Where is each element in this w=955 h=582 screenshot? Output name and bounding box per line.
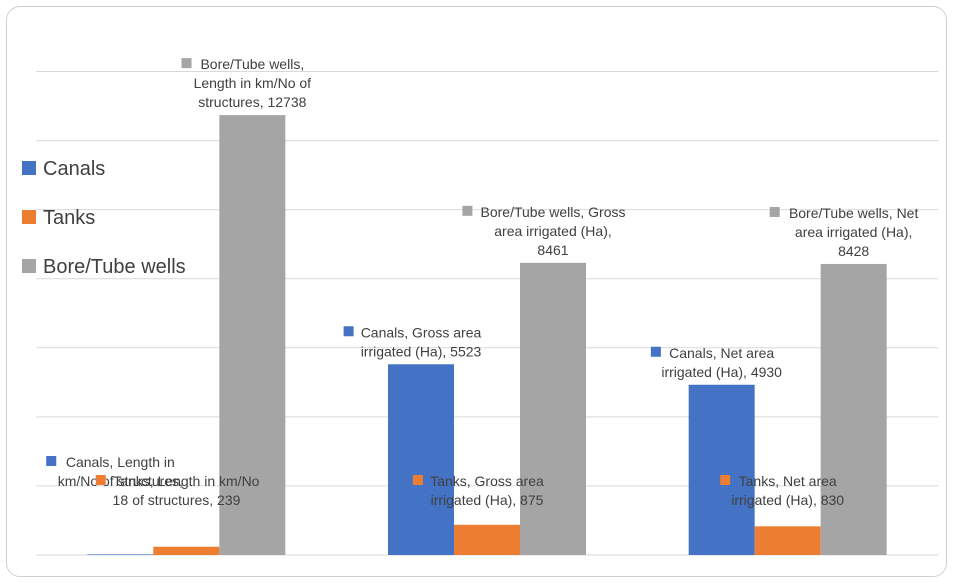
bar: [820, 263, 887, 555]
data-label: Canals, Length in km/No of structures, 18: [58, 454, 183, 508]
data-labels: Canals, Length in km/No of structures, 18 C…: [46, 56, 918, 508]
bar: [754, 526, 821, 555]
data-label-marker: [412, 475, 423, 485]
data-label-marker: [720, 475, 731, 485]
legend-label: Tanks: [43, 207, 95, 229]
data-label-marker: [181, 58, 192, 69]
legend-swatch: [22, 210, 36, 224]
data-label: Bore/Tube wells, Net area irrigated (Ha),…: [789, 205, 919, 259]
legend-label: Bore/Tube wells: [43, 256, 186, 278]
data-label: Bore/Tube wells, Length in km/No of struct…: [194, 56, 312, 110]
bar: [520, 262, 586, 555]
legend: Canals Tanks Bore/Tube wells: [22, 158, 186, 278]
data-label-marker: [650, 346, 661, 357]
data-label: Tanks, Net area irrigated (Ha), 830: [731, 473, 844, 508]
data-label-marker: [462, 205, 473, 216]
data-label: Tanks, Length in km/No of structures, 239: [113, 473, 260, 508]
chart-frame: [6, 6, 947, 577]
bar: [688, 384, 755, 555]
bar: [153, 546, 220, 555]
bar: [388, 364, 454, 555]
bar: [454, 524, 520, 555]
data-label: Tanks, Gross area irrigated (Ha), 875: [430, 473, 544, 508]
bar: [219, 115, 286, 555]
data-label: Canals, Net area irrigated (Ha), 4930: [661, 345, 782, 380]
data-label-marker: [769, 206, 780, 217]
bar: [87, 554, 154, 555]
legend-swatch: [22, 259, 36, 273]
data-label-marker: [95, 475, 106, 485]
data-label: Canals, Gross area irrigated (Ha), 5523: [361, 324, 482, 359]
legend-label: Canals: [43, 158, 105, 180]
data-label-marker: [343, 326, 354, 337]
data-label-marker: [46, 456, 57, 466]
legend-swatch: [22, 161, 36, 175]
data-label: Bore/Tube wells, Gross area irrigated (Ha…: [481, 204, 626, 258]
bars: [87, 115, 887, 555]
